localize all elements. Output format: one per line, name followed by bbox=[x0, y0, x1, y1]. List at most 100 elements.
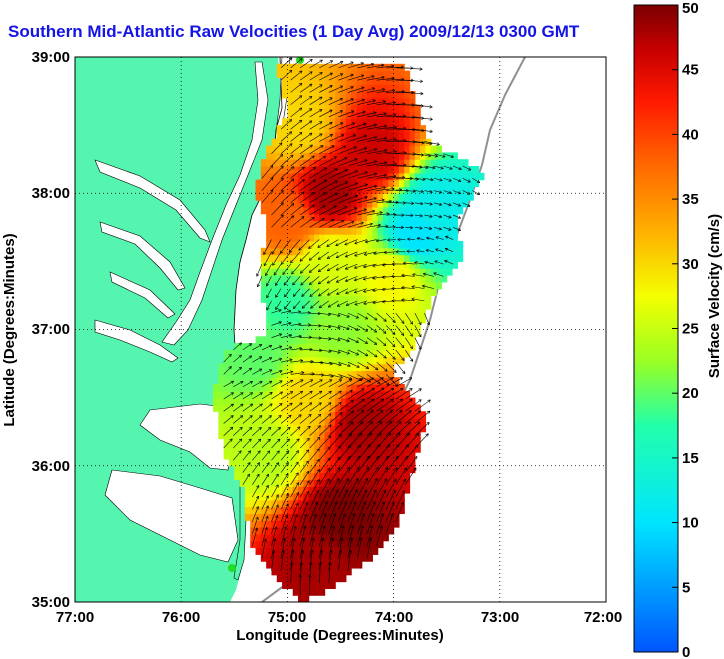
velocity-cell bbox=[255, 547, 262, 555]
velocity-vector-head bbox=[301, 179, 305, 181]
velocity-vector-head bbox=[370, 62, 374, 65]
velocity-cell bbox=[361, 77, 368, 85]
velocity-cell bbox=[361, 193, 368, 201]
velocity-cell bbox=[398, 315, 405, 324]
velocity-vector bbox=[290, 119, 303, 130]
velocity-vector-head bbox=[277, 426, 281, 429]
velocity-vector-head bbox=[268, 450, 271, 454]
velocity-vector-head bbox=[349, 537, 353, 541]
velocity-cell bbox=[313, 527, 320, 535]
velocity-cell bbox=[292, 486, 299, 494]
velocity-vector-head bbox=[298, 82, 303, 85]
velocity-vector-head bbox=[373, 197, 377, 199]
velocity-vector-head bbox=[288, 334, 292, 336]
velocity-vector-head bbox=[321, 549, 324, 553]
velocity-vector-head bbox=[403, 332, 405, 336]
velocity-vector-head bbox=[360, 221, 364, 223]
velocity-cell bbox=[244, 493, 251, 501]
velocity-cell bbox=[271, 397, 278, 406]
velocity-vector-head bbox=[374, 136, 378, 140]
velocity-vector-head bbox=[231, 415, 234, 419]
velocity-vector bbox=[385, 421, 402, 436]
velocity-cell bbox=[218, 418, 225, 426]
velocity-cell bbox=[345, 240, 352, 249]
velocity-vector bbox=[354, 251, 368, 257]
velocity-vector-head bbox=[340, 61, 344, 65]
velocity-vector bbox=[366, 224, 381, 228]
velocity-cell bbox=[393, 404, 400, 412]
colorbar-gradient bbox=[633, 4, 679, 653]
velocity-cell bbox=[298, 390, 304, 399]
velocity-vector bbox=[338, 389, 353, 400]
velocity-cell bbox=[319, 390, 326, 399]
velocity-cell bbox=[313, 70, 320, 79]
velocity-cell bbox=[372, 97, 379, 106]
velocity-cell bbox=[425, 302, 432, 310]
velocity-vector-head bbox=[401, 274, 405, 278]
velocity-cell bbox=[398, 193, 405, 201]
velocity-cell bbox=[393, 97, 400, 106]
velocity-vector-head bbox=[266, 295, 270, 299]
velocity-cell bbox=[234, 418, 241, 426]
velocity-cell bbox=[266, 172, 273, 181]
velocity-vector-head bbox=[249, 415, 253, 417]
velocity-cell bbox=[313, 411, 320, 419]
velocity-cell bbox=[340, 159, 347, 167]
velocity-cell bbox=[298, 513, 304, 521]
velocity-vector bbox=[338, 195, 358, 204]
velocity-vector bbox=[271, 550, 275, 571]
velocity-cell bbox=[345, 70, 352, 79]
velocity-vector-head bbox=[247, 450, 251, 453]
velocity-vector-head bbox=[333, 513, 336, 516]
velocity-cell bbox=[260, 370, 267, 378]
velocity-vector-head bbox=[278, 438, 281, 442]
velocity-vector-head bbox=[391, 398, 394, 402]
velocity-cell bbox=[340, 411, 347, 419]
velocity-cell bbox=[393, 200, 400, 208]
velocity-cell bbox=[425, 213, 432, 222]
velocity-vector-head bbox=[412, 189, 416, 192]
velocity-cell bbox=[287, 452, 294, 460]
velocity-vector-head bbox=[339, 377, 343, 379]
velocity-vector bbox=[424, 177, 434, 181]
velocity-cell bbox=[382, 206, 389, 215]
velocity-cell bbox=[382, 91, 389, 99]
velocity-cell bbox=[367, 118, 373, 126]
velocity-cell bbox=[356, 390, 363, 399]
velocity-vector-head bbox=[368, 379, 372, 383]
velocity-vector bbox=[426, 237, 435, 240]
velocity-vector-head bbox=[300, 144, 303, 148]
velocity-vector-head bbox=[363, 277, 366, 280]
velocity-cell bbox=[377, 131, 384, 140]
velocity-cell bbox=[319, 506, 326, 515]
velocity-vector-head bbox=[411, 203, 415, 205]
velocity-vector-head bbox=[420, 189, 424, 192]
velocity-vector-head bbox=[331, 525, 335, 529]
velocity-cell bbox=[319, 77, 326, 85]
velocity-cell bbox=[377, 390, 384, 399]
velocity-cell bbox=[271, 431, 278, 440]
velocity-cell bbox=[404, 138, 411, 147]
velocity-vector-head bbox=[419, 214, 423, 217]
velocity-vector bbox=[347, 74, 364, 81]
velocity-cell bbox=[271, 486, 278, 494]
velocity-cell bbox=[271, 138, 278, 147]
velocity-cell bbox=[388, 336, 395, 344]
velocity-cell bbox=[367, 172, 373, 181]
velocity-vector bbox=[366, 88, 386, 93]
velocity-vector-head bbox=[246, 473, 250, 476]
velocity-cell bbox=[329, 91, 336, 99]
velocity-vector bbox=[452, 214, 461, 219]
velocity-vector-head bbox=[346, 466, 350, 469]
velocity-cell bbox=[351, 275, 358, 283]
velocity-cell bbox=[239, 418, 246, 426]
velocity-cell bbox=[308, 336, 315, 344]
velocity-cell bbox=[367, 166, 373, 174]
velocity-cell bbox=[234, 397, 241, 406]
velocity-vector bbox=[366, 421, 383, 436]
velocity-vector-head bbox=[410, 359, 414, 362]
velocity-cell bbox=[356, 520, 363, 528]
velocity-vector-head bbox=[228, 366, 232, 368]
velocity-cell bbox=[329, 554, 336, 562]
